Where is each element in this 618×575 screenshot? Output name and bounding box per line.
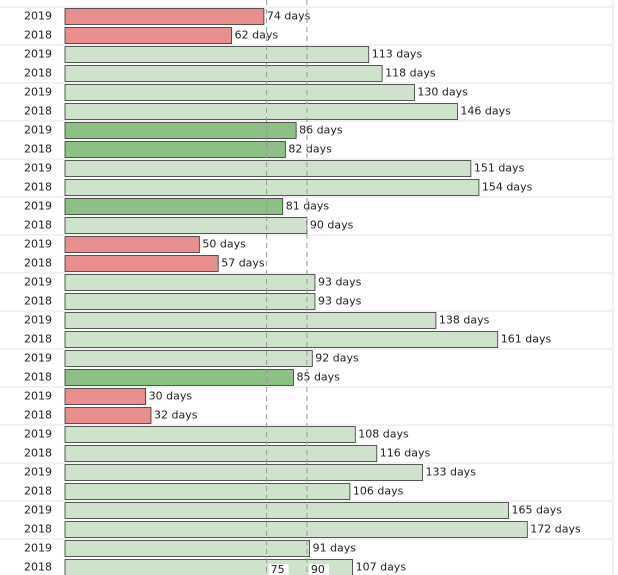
year-label: 2018 [24,257,52,270]
value-label: 50 days [202,238,246,251]
value-label: 113 days [372,48,423,61]
bar [64,293,316,310]
bar [64,350,313,367]
bar [64,274,316,291]
year-label: 2018 [24,143,52,156]
year-label: 2019 [24,276,52,289]
bar [64,502,509,519]
value-label: 90 days [310,219,354,232]
value-label: 30 days [149,390,193,403]
bar [64,217,308,234]
value-label: 108 days [358,428,409,441]
bar [64,46,370,63]
bar [64,160,472,177]
year-label: 2018 [24,485,52,498]
value-label: 116 days [380,447,431,460]
year-label: 2019 [24,542,52,555]
value-label: 165 days [511,504,562,517]
bar [64,369,294,386]
bar [64,103,458,120]
bar [64,407,152,424]
year-label: 2018 [24,181,52,194]
value-label: 172 days [530,523,581,536]
year-label: 2018 [24,67,52,80]
value-label: 130 days [417,86,468,99]
value-label: 138 days [439,314,490,327]
bar [64,27,233,44]
year-label: 2018 [24,561,52,574]
value-label: 133 days [425,466,476,479]
year-label: 2019 [24,390,52,403]
value-label: 92 days [315,352,359,365]
bar [64,445,378,462]
bar [64,483,351,500]
bar [64,388,147,405]
year-label: 2019 [24,200,52,213]
value-label: 161 days [501,333,552,346]
reference-label: 90 [311,563,325,575]
value-label: 118 days [385,67,436,80]
value-label: 91 days [313,542,357,555]
year-label: 2019 [24,352,52,365]
bar [64,255,219,272]
year-label: 2019 [24,48,52,61]
year-label: 2018 [24,219,52,232]
value-label: 151 days [474,162,525,175]
year-label: 2018 [24,105,52,118]
value-label: 106 days [353,485,404,498]
value-label: 146 days [460,105,511,118]
bar [64,426,356,443]
bar [64,331,499,348]
year-label: 2019 [24,124,52,137]
bar [64,65,383,82]
value-label: 82 days [288,143,332,156]
bar [64,179,480,196]
bar [64,540,310,557]
bar [64,236,200,253]
bar [64,141,286,158]
year-label: 2019 [24,10,52,23]
reference-label-bg [308,564,329,575]
year-label: 2018 [24,333,52,346]
value-label: 86 days [299,124,343,137]
year-label: 2019 [24,86,52,99]
value-label: 57 days [221,257,265,270]
year-label: 2018 [24,447,52,460]
bar [64,521,528,538]
year-label: 2019 [24,238,52,251]
value-label: 85 days [296,371,340,384]
bar [64,8,265,25]
value-label: 32 days [154,409,198,422]
value-label: 62 days [235,29,279,42]
value-label: 107 days [356,561,407,574]
year-label: 2019 [24,504,52,517]
bar [64,464,423,481]
bar [64,84,415,101]
year-label: 2018 [24,371,52,384]
value-label: 93 days [318,276,362,289]
year-label: 2019 [24,466,52,479]
year-label: 2018 [24,29,52,42]
value-label: 154 days [482,181,533,194]
bar [64,122,297,139]
bar [64,198,284,215]
value-label: 93 days [318,295,362,308]
year-label: 2019 [24,314,52,327]
year-label: 2018 [24,409,52,422]
year-label: 2018 [24,523,52,536]
value-label: 74 days [267,10,311,23]
reference-label: 75 [271,563,285,575]
year-label: 2019 [24,428,52,441]
year-label: 2018 [24,295,52,308]
reference-label-bg [268,564,289,575]
bar [64,312,437,329]
year-label: 2019 [24,162,52,175]
value-label: 81 days [286,200,330,213]
